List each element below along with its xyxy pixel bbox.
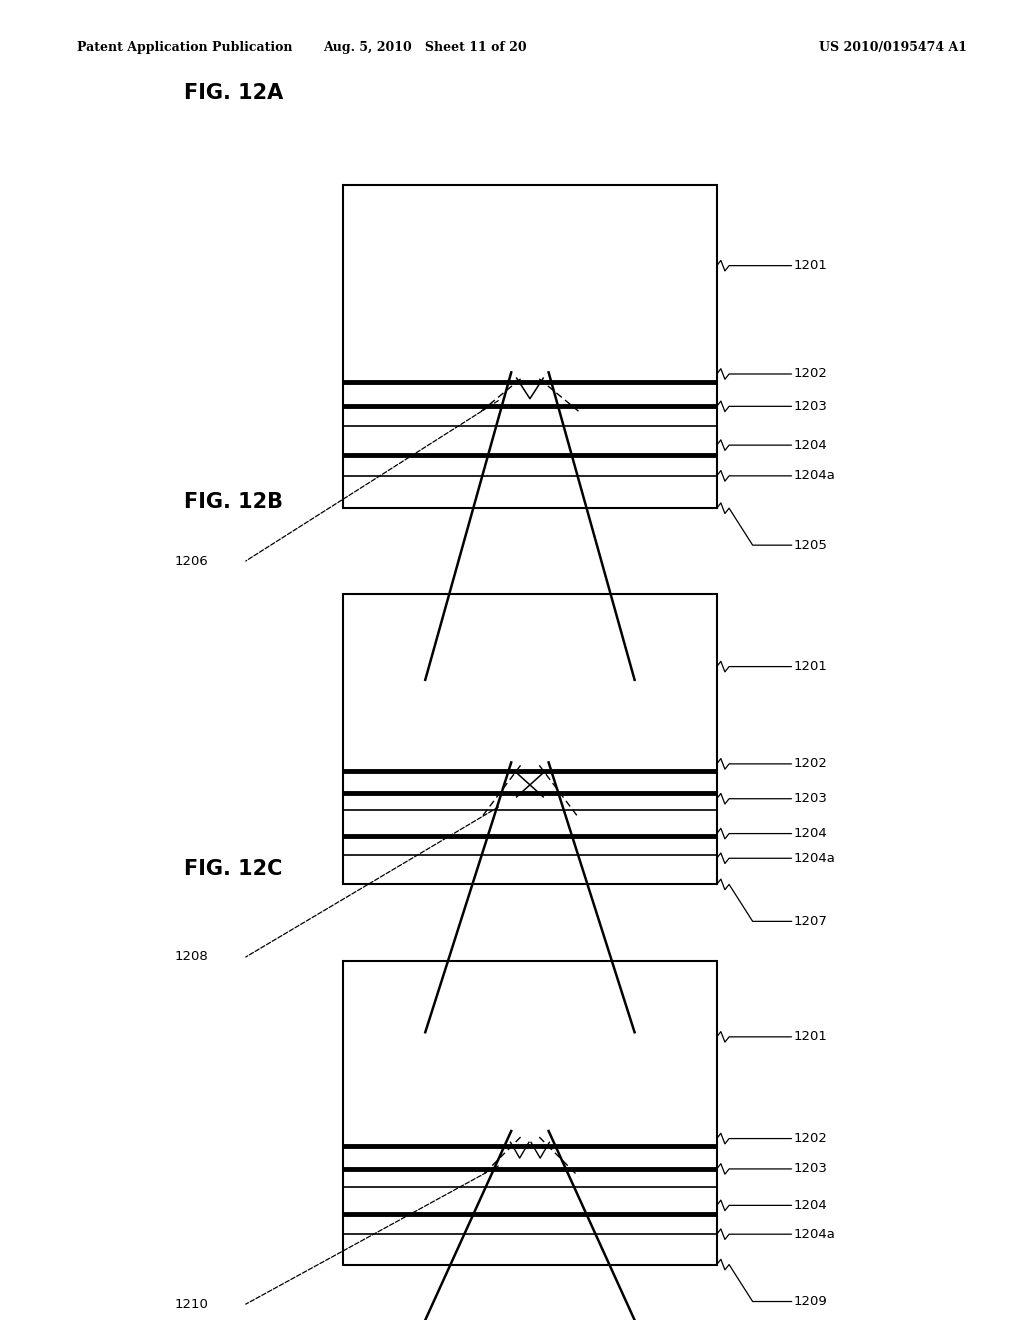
Bar	[343, 961, 717, 1265]
Text: US 2010/0195474 A1: US 2010/0195474 A1	[819, 41, 968, 54]
Text: 1207: 1207	[794, 915, 827, 928]
Text: 1210: 1210	[174, 1298, 208, 1311]
Text: 1204a: 1204a	[794, 470, 836, 482]
Bar	[343, 185, 717, 508]
Text: Aug. 5, 2010   Sheet 11 of 20: Aug. 5, 2010 Sheet 11 of 20	[324, 41, 526, 54]
Text: 1208: 1208	[174, 950, 208, 964]
Text: 1202: 1202	[794, 1133, 827, 1144]
Text: 1206: 1206	[174, 554, 208, 568]
Text: 1204a: 1204a	[794, 1228, 836, 1241]
Bar	[343, 594, 717, 884]
Text: 1204a: 1204a	[794, 851, 836, 865]
Text: 1202: 1202	[794, 758, 827, 771]
Text: 1203: 1203	[794, 1163, 827, 1175]
Text: FIG. 12A: FIG. 12A	[184, 83, 284, 103]
Text: Patent Application Publication: Patent Application Publication	[77, 41, 292, 54]
Text: 1201: 1201	[794, 259, 827, 272]
Text: 1201: 1201	[794, 660, 827, 673]
Text: 1203: 1203	[794, 400, 827, 413]
Text: 1209: 1209	[794, 1295, 827, 1308]
Text: 1204: 1204	[794, 1199, 827, 1212]
Text: FIG. 12C: FIG. 12C	[184, 859, 283, 879]
Text: 1205: 1205	[794, 539, 827, 552]
Text: FIG. 12B: FIG. 12B	[184, 492, 284, 512]
Text: 1204: 1204	[794, 828, 827, 840]
Text: 1202: 1202	[794, 367, 827, 380]
Text: 1204: 1204	[794, 438, 827, 451]
Text: 1203: 1203	[794, 792, 827, 805]
Text: 1201: 1201	[794, 1031, 827, 1043]
